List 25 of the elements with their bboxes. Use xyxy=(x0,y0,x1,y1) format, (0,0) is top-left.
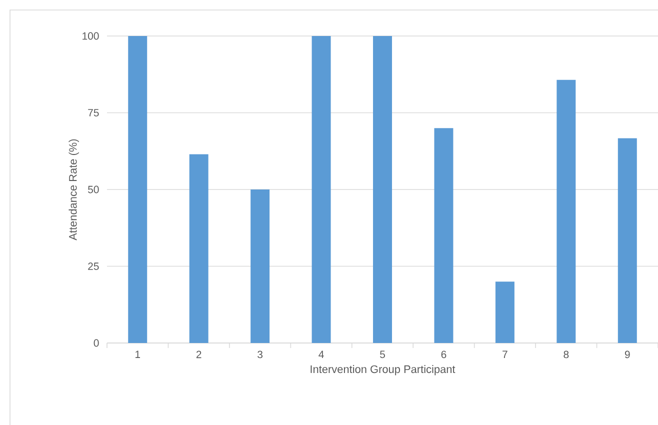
x-tick-label: 4 xyxy=(318,350,324,358)
y-tick-label: 50 xyxy=(88,186,99,194)
x-tick-label: 9 xyxy=(624,350,630,358)
y-tick-label: 75 xyxy=(88,109,99,116)
bar xyxy=(373,36,392,343)
bar xyxy=(495,282,514,343)
x-axis-title: Intervention Group Participant xyxy=(310,365,456,376)
y-tick-label: 0 xyxy=(94,339,99,347)
x-tick-label: 1 xyxy=(136,350,140,358)
x-tick-label: 2 xyxy=(196,350,202,358)
bar xyxy=(250,189,270,343)
bar xyxy=(312,36,331,343)
y-axis-title: Attendance Rate (%) xyxy=(68,139,79,240)
bar xyxy=(434,128,454,343)
x-tick-label: 5 xyxy=(380,350,385,358)
x-tick-label: 3 xyxy=(258,350,263,358)
bar xyxy=(128,36,148,343)
y-tick-label: 25 xyxy=(88,262,99,270)
x-tick-label: 7 xyxy=(502,350,508,358)
y-tick-label: 100 xyxy=(82,32,99,40)
bar xyxy=(189,154,208,343)
bar xyxy=(618,138,637,343)
x-tick-label: 6 xyxy=(441,350,446,358)
x-tick-label: 8 xyxy=(564,350,569,358)
bar xyxy=(556,80,576,343)
